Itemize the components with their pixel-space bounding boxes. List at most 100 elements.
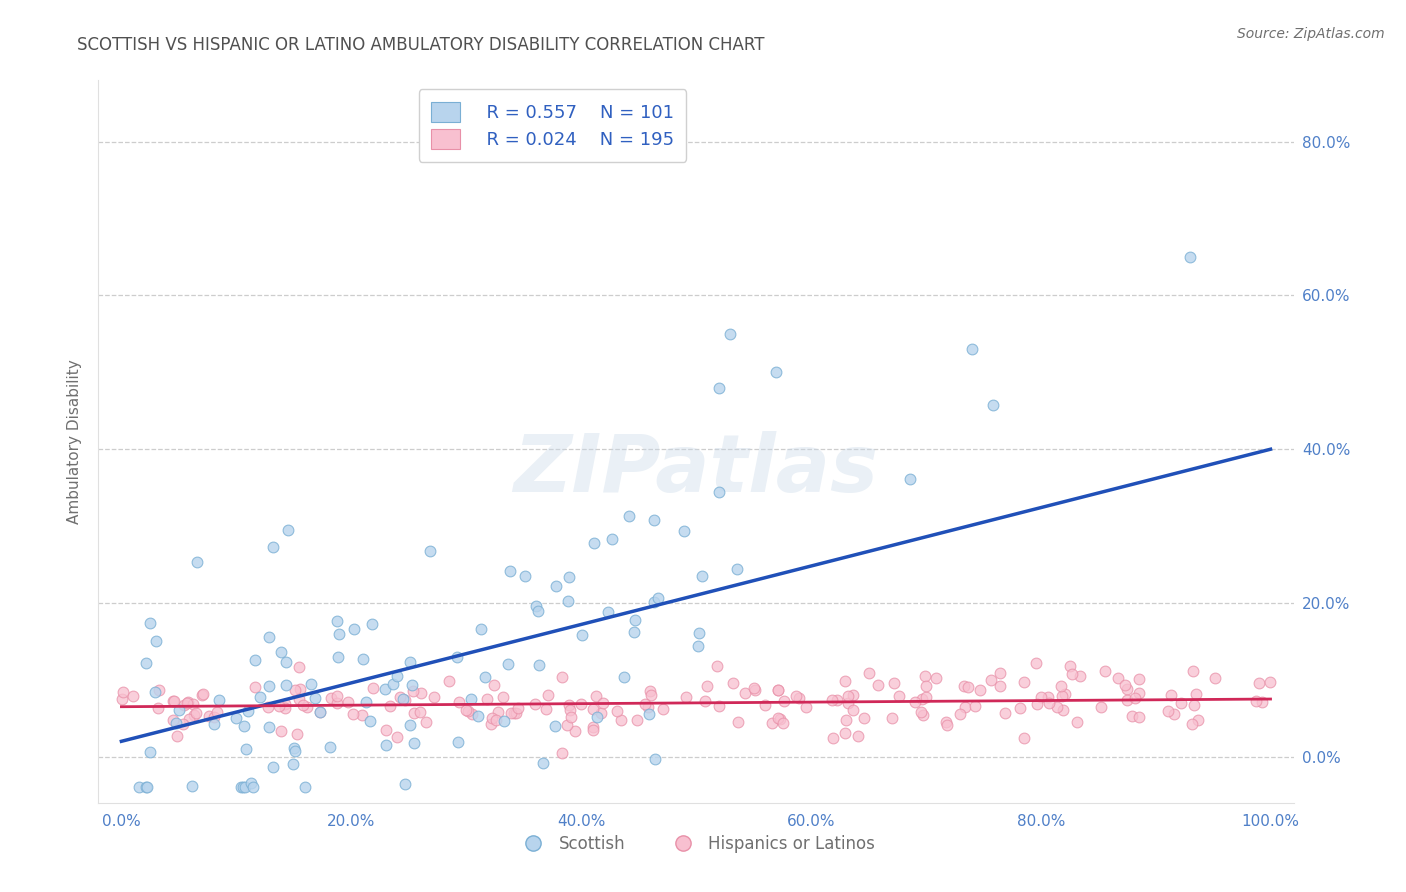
Point [112,685,135,699]
Point [485,713,508,727]
Point [1029,690,1052,705]
Point [404,706,426,720]
Point [336,695,359,709]
Point [1123,691,1146,706]
Point [785,689,807,703]
Point [1187,713,1209,727]
Point [626,713,648,727]
Point [898,472,921,486]
Point [359,714,381,729]
Point [179,712,201,726]
Point [166,729,188,743]
Point [202,710,225,724]
Point [1059,658,1081,673]
Point [634,697,657,711]
Point [910,705,932,719]
Point [274,701,297,715]
Point [1052,689,1074,703]
Point [571,628,593,642]
Point [240,776,263,790]
Text: Source: ZipAtlas.com: Source: ZipAtlas.com [1237,27,1385,41]
Point [460,691,482,706]
Point [136,780,159,795]
Point [675,690,697,705]
Point [291,698,314,712]
Point [1049,679,1071,693]
Point [1258,675,1281,690]
Point [589,706,612,720]
Point [283,741,305,756]
Point [285,727,308,741]
Point [772,715,794,730]
Point [233,780,256,795]
Point [582,702,605,716]
Point [915,679,938,693]
Point [385,731,408,745]
Point [766,682,789,697]
Point [1128,686,1150,700]
Point [557,593,579,607]
Point [696,679,718,693]
Point [1160,688,1182,702]
Point [773,693,796,707]
Point [269,698,291,713]
Point [508,701,530,715]
Point [1036,690,1059,705]
Point [1107,671,1129,685]
Text: SCOTTISH VS HISPANIC OR LATINO AMBULATORY DISABILITY CORRELATION CHART: SCOTTISH VS HISPANIC OR LATINO AMBULATOR… [77,36,765,54]
Point [1128,672,1150,686]
Point [821,731,844,746]
Point [904,695,927,709]
Point [238,704,260,718]
Point [988,665,1011,680]
Point [274,677,297,691]
Point [688,626,710,640]
Point [479,716,502,731]
Point [1052,703,1074,717]
Point [643,512,665,526]
Point [352,707,374,722]
Point [1250,695,1272,709]
Point [1114,678,1136,692]
Point [503,706,526,720]
Point [613,670,636,684]
Point [284,682,307,697]
Text: ZIPatlas: ZIPatlas [513,432,879,509]
Point [693,694,716,708]
Point [457,704,479,718]
Point [883,676,905,690]
Point [486,705,509,719]
Point [1181,716,1204,731]
Point [555,717,578,731]
Point [374,681,396,696]
Point [408,706,430,720]
Point [688,640,710,654]
Point [319,739,342,754]
Point [911,707,934,722]
Point [262,759,284,773]
Point [1038,697,1060,711]
Point [309,705,332,719]
Point [1054,687,1077,701]
Point [165,715,187,730]
Point [1066,715,1088,730]
Point [647,591,669,605]
Point [309,706,332,720]
Point [505,706,527,721]
Point [388,690,411,704]
Point [766,711,789,725]
Point [398,656,420,670]
Point [191,688,214,702]
Point [162,694,184,708]
Point [328,627,350,641]
Point [287,660,309,674]
Point [385,668,408,682]
Point [283,756,305,771]
Point [191,687,214,701]
Point [1116,692,1139,706]
Point [644,752,666,766]
Point [274,698,297,712]
Point [1247,675,1270,690]
Point [949,706,972,721]
Point [529,658,551,673]
